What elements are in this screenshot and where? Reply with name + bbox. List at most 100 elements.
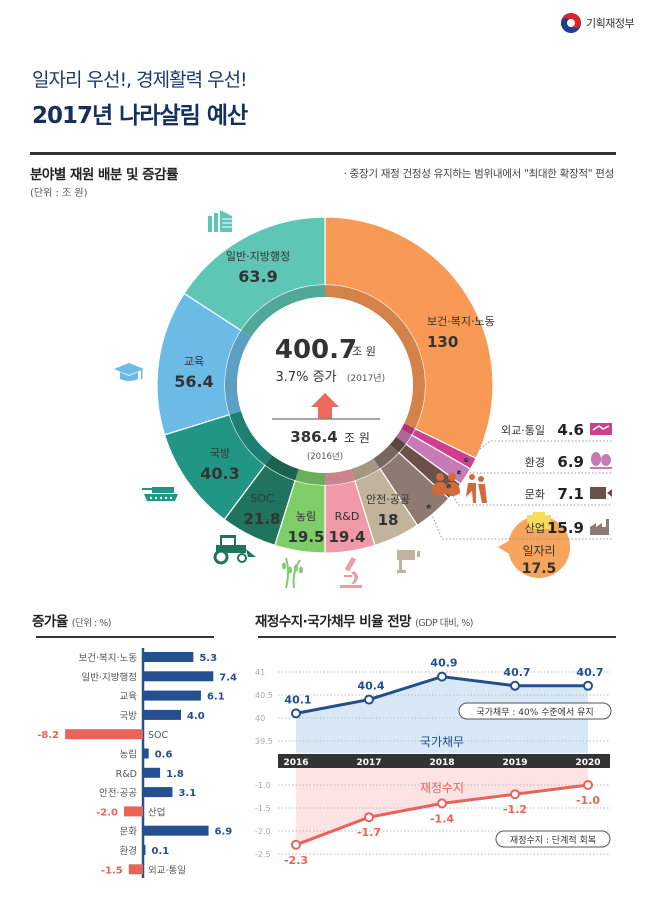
graduation-cap-icon bbox=[114, 363, 144, 381]
debt-ytick: 40.5 bbox=[255, 691, 273, 700]
growth-category: 교육 bbox=[120, 692, 138, 703]
building-icon bbox=[208, 210, 232, 232]
donut-inner-shade bbox=[373, 444, 399, 469]
donut-inner-ring-r-d bbox=[325, 469, 355, 485]
increase-arrow-icon bbox=[311, 393, 339, 419]
leader-line bbox=[459, 471, 612, 474]
handshake-icon bbox=[590, 423, 612, 435]
donut-inner-ring-환경 bbox=[396, 429, 412, 444]
allocation-unit: (단위 : 조 원) bbox=[30, 188, 88, 199]
debt-point bbox=[437, 671, 447, 682]
growth-category: 외교·통일 bbox=[148, 864, 186, 876]
debt-ytick: 41 bbox=[255, 668, 265, 677]
debt-value-label: 40.4 bbox=[357, 680, 384, 693]
jobs-callout: 일자리 17.5 bbox=[498, 512, 570, 578]
balance-value-label: -1.4 bbox=[430, 812, 454, 825]
slice-label-농림: 농림 bbox=[296, 510, 316, 523]
growth-value: 7.4 bbox=[219, 672, 237, 683]
donut-inner-shade bbox=[325, 469, 355, 485]
growth-title: 증가율 (단위 : %) bbox=[32, 610, 111, 630]
growth-value: 0.6 bbox=[155, 750, 173, 761]
growth-category: 문화 bbox=[120, 827, 138, 838]
growth-bar-일반-지방행정 bbox=[143, 671, 214, 682]
balance-point bbox=[437, 798, 447, 809]
balance-value-label: -1.2 bbox=[503, 803, 527, 816]
slice-label-soc: SOC bbox=[250, 492, 274, 505]
growth-value: 6.1 bbox=[207, 692, 225, 703]
microscope-icon bbox=[340, 556, 362, 588]
jobs-callout-label: 일자리 bbox=[522, 544, 555, 558]
growth-value: 5.3 bbox=[199, 653, 217, 664]
donut-inner-shade bbox=[295, 468, 325, 485]
total-2016-unit: 조 원 bbox=[344, 431, 370, 445]
wheat-icon bbox=[282, 557, 303, 589]
leader-line bbox=[448, 486, 612, 506]
donut-inner-shade bbox=[351, 458, 380, 481]
tractor-icon bbox=[213, 535, 256, 565]
debt-annotation-pill bbox=[458, 702, 612, 720]
year-label: 2019 bbox=[502, 758, 527, 768]
balance-area-label: 재정수지 bbox=[420, 781, 464, 795]
donut-inner-ring-일반-지방행정 bbox=[241, 285, 325, 338]
growth-rate: 3.7% 증가 bbox=[275, 370, 336, 385]
balance-value-label: -2.3 bbox=[284, 854, 308, 867]
growth-bar-안전-공공 bbox=[143, 787, 173, 798]
growth-bar-환경 bbox=[143, 845, 146, 855]
donut-inner-ring-soc bbox=[265, 455, 299, 481]
video-camera-icon bbox=[590, 487, 612, 499]
slice-label-보건-복지-노동: 보건·복지·노동 bbox=[427, 315, 495, 328]
allocation-donut-chart: 보건·복지·노동 130 안전·공공 18 R&D 19.4 농림 19.5 SOC 21.8 국방… bbox=[114, 210, 612, 589]
leader-line bbox=[428, 506, 612, 540]
growth-category: 보건·복지·노동 bbox=[79, 653, 138, 664]
growth-value: -2.0 bbox=[96, 807, 118, 818]
side-value-산업: 15.9 bbox=[547, 519, 584, 537]
allocation-title: 분야별 재원 배분 및 증감률 bbox=[30, 167, 178, 183]
donut-inner-ring-문화 bbox=[389, 436, 406, 453]
debt-ytick: 40 bbox=[255, 714, 265, 723]
growth-category: SOC bbox=[148, 730, 169, 741]
growth-category: R&D bbox=[116, 769, 137, 780]
growth-bar-r-d bbox=[143, 767, 161, 778]
ministry-name: 기획재정부 bbox=[586, 17, 635, 30]
donut-inner-shade bbox=[265, 455, 299, 481]
slice-label-일반-지방행정: 일반·지방행정 bbox=[226, 249, 290, 263]
growth-title-text: 증가율 bbox=[32, 614, 68, 630]
donut-inner-shade bbox=[396, 429, 412, 444]
donut-inner-ring-농림 bbox=[295, 468, 325, 485]
page-subtitle: 일자리 우선!, 경제활력 우선! bbox=[32, 69, 248, 91]
donut-center: 400.7 조 원 3.7% 증가 (2017년) 386.4 조 원 (201… bbox=[272, 335, 385, 462]
growth-bar-soc bbox=[65, 729, 143, 740]
donut-inner-shade bbox=[224, 330, 252, 415]
balance-ytick: -1.0 bbox=[255, 781, 271, 790]
balance-point bbox=[510, 789, 520, 800]
growth-category: 일반·지방행정 bbox=[82, 671, 137, 683]
growth-value: 6.9 bbox=[215, 827, 233, 838]
donut-inner-shade bbox=[229, 411, 273, 466]
outlook-unit: (GDP 대비, %) bbox=[415, 618, 473, 629]
donut-center-circle bbox=[237, 297, 413, 473]
growth-bar-문화 bbox=[143, 825, 209, 836]
growth-divider bbox=[36, 636, 214, 638]
debt-point bbox=[291, 708, 301, 719]
growth-bar-국방 bbox=[143, 709, 181, 720]
year-axis-band bbox=[278, 754, 610, 768]
balance-value-label: -1.7 bbox=[357, 826, 381, 839]
debt-value-label: 40.9 bbox=[430, 657, 457, 670]
slice-label-국방: 국방 bbox=[210, 447, 230, 460]
side-label-산업: 산업 bbox=[525, 522, 545, 535]
debt-value-label: 40.7 bbox=[576, 666, 603, 679]
balance-ytick: -2.0 bbox=[255, 827, 271, 836]
balance-point bbox=[364, 812, 374, 823]
donut-inner-shade bbox=[389, 436, 406, 453]
slice-value-농림: 19.5 bbox=[287, 528, 324, 546]
growth-category: 환경 bbox=[120, 845, 137, 857]
slice-value-r-d: 19.4 bbox=[328, 528, 365, 546]
debt-annotation: 국가채무 : 40% 수준에서 유지 bbox=[476, 707, 593, 718]
outlook-title-text: 재정수지·국가채무 비율 전망 bbox=[255, 614, 412, 630]
side-label-문화: 문화 bbox=[525, 488, 545, 501]
donut-inner-ring-보건-복지-노동 bbox=[325, 285, 425, 429]
growth-value: -8.2 bbox=[37, 730, 59, 741]
donut-inner-ring-외교-통일 bbox=[401, 423, 415, 435]
outlook-title: 재정수지·국가채무 비율 전망 (GDP 대비, %) bbox=[255, 610, 473, 630]
debt-point bbox=[510, 680, 520, 691]
